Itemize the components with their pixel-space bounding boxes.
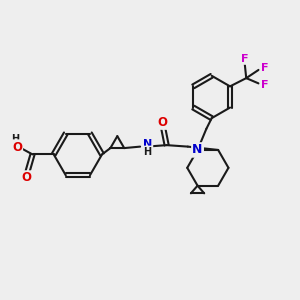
Text: F: F	[261, 62, 268, 73]
Text: N: N	[143, 139, 152, 149]
Text: O: O	[22, 172, 32, 184]
Text: F: F	[261, 80, 268, 90]
Text: H: H	[11, 134, 19, 144]
Text: N: N	[192, 143, 203, 157]
Text: O: O	[12, 141, 22, 154]
Text: H: H	[143, 147, 152, 157]
Text: F: F	[241, 54, 248, 64]
Text: O: O	[158, 116, 167, 129]
